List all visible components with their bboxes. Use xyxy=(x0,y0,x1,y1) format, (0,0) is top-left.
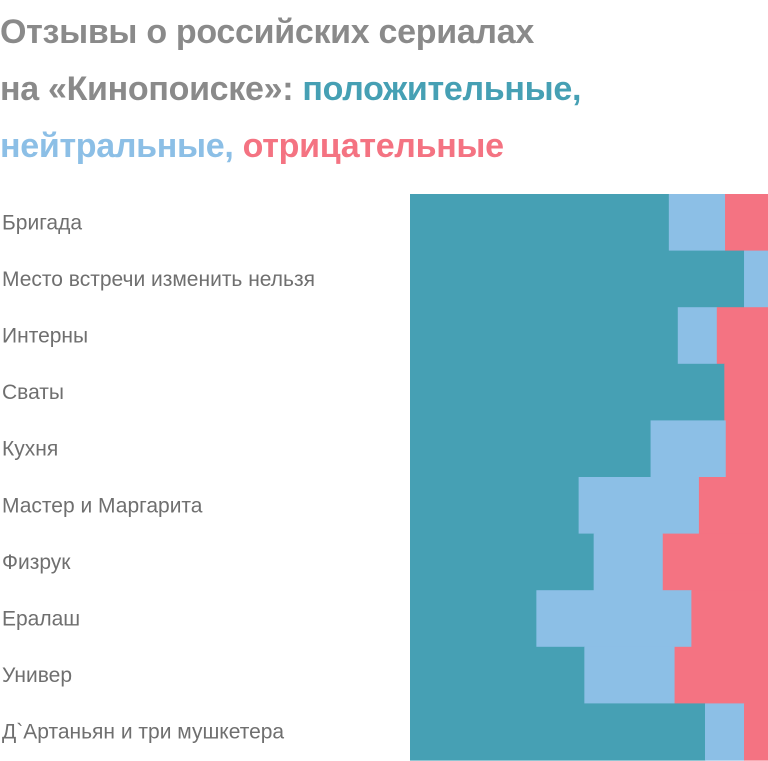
category-label: Ералаш xyxy=(2,608,80,631)
bar-segment-neutral-2 xyxy=(744,250,768,308)
bar-segment-neutral-7 xyxy=(593,533,664,591)
title-line1: Отзывы о российских сериалах xyxy=(0,13,534,51)
bar-segment-positive-6 xyxy=(410,477,580,535)
bar-segment-negative-10 xyxy=(744,703,768,761)
category-label: Мастер и Маргарита xyxy=(2,494,203,517)
bar-segment-negative-1 xyxy=(725,194,768,252)
category-label: Бригада xyxy=(2,211,82,234)
bar-segment-negative-5 xyxy=(725,420,768,478)
bar-segment-neutral-6 xyxy=(578,477,700,535)
bar-segment-negative-4 xyxy=(724,363,768,421)
bar-segment-positive-2 xyxy=(410,250,745,308)
chart-title: Отзывы о российских сериалах на «Кинопои… xyxy=(0,4,768,175)
bar-segment-neutral-3 xyxy=(677,307,718,365)
bar-segment-negative-8 xyxy=(691,590,768,648)
category-label: Универ xyxy=(2,664,72,687)
bar-segment-neutral-9 xyxy=(584,646,676,704)
category-label: Место встречи изменить нельзя xyxy=(2,268,315,291)
category-label: Физрук xyxy=(2,551,71,574)
title-negative-word: отрицательные xyxy=(242,127,504,165)
bar-segment-negative-3 xyxy=(716,307,768,365)
bar-segment-positive-10 xyxy=(410,703,706,761)
title-neutral-word: нейтральные, xyxy=(0,127,234,165)
title-line2-prefix: на «Кинопоиске»: xyxy=(0,70,303,108)
bar-segment-neutral-10 xyxy=(704,703,745,761)
bar-segment-negative-6 xyxy=(698,477,768,535)
category-label: Интерны xyxy=(2,325,88,348)
bar-segment-positive-8 xyxy=(410,590,537,648)
category-labels: Бригада Место встречи изменить нельзя Инте… xyxy=(2,211,315,743)
category-label: Сваты xyxy=(2,381,64,404)
bar-segment-neutral-5 xyxy=(650,420,727,478)
bar-segment-positive-7 xyxy=(410,533,595,591)
category-label: Д`Артаньян и три мушкетера xyxy=(2,721,284,744)
bar-segment-negative-7 xyxy=(662,533,768,591)
bar-segment-positive-9 xyxy=(410,646,585,704)
bar-segment-neutral-8 xyxy=(536,590,692,648)
bar-segment-negative-9 xyxy=(674,646,768,704)
bar-segment-positive-5 xyxy=(410,420,652,478)
bar-segment-positive-3 xyxy=(410,307,679,365)
title-positive-word: положительные, xyxy=(302,70,582,108)
bars-group xyxy=(410,194,768,761)
bar-segment-positive-1 xyxy=(410,194,670,252)
bar-segment-positive-4 xyxy=(410,363,725,421)
bar-segment-neutral-1 xyxy=(668,194,726,252)
category-label: Кухня xyxy=(2,438,58,461)
